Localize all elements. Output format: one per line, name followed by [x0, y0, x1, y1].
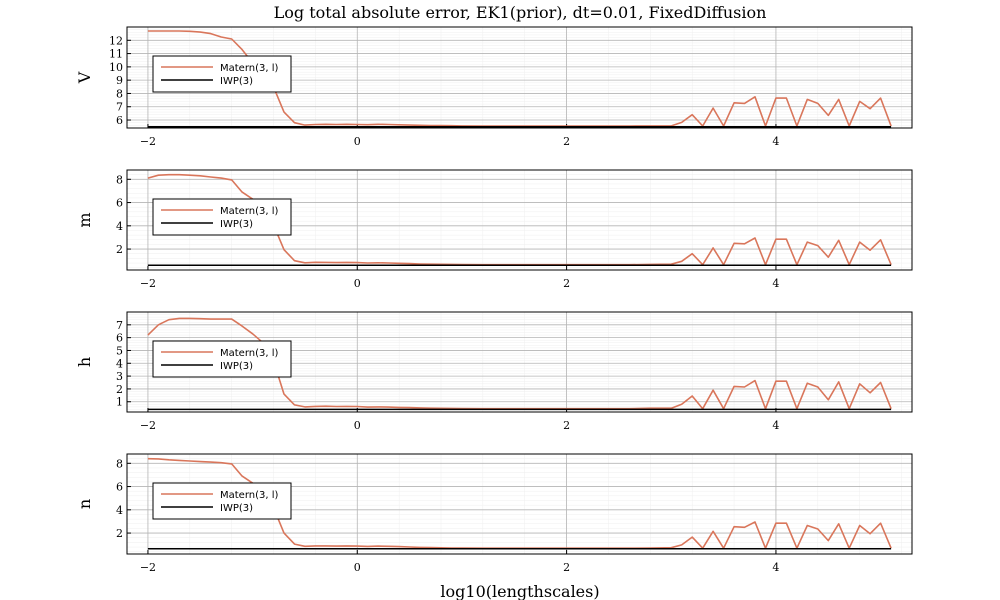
x-tick-label: −2: [140, 135, 156, 148]
plot-frame: [126, 453, 913, 555]
x-tick-label: −2: [140, 419, 156, 432]
legend: Matern(3, l) IWP(3): [152, 340, 292, 378]
y-tick-label: 4: [116, 504, 123, 517]
y-tick-label: 11: [109, 48, 123, 61]
x-tick-label: −2: [140, 277, 156, 290]
subplot-m: −2 0 2 4 2 4 6 8 m Matern(3, l) IWP(3): [75, 169, 913, 290]
series-line-matern: [147, 317, 892, 410]
x-tick-label: 2: [563, 135, 570, 148]
x-tick-label: 4: [772, 277, 779, 290]
x-tick-label: 0: [354, 561, 361, 574]
y-tick-label: 7: [116, 319, 123, 332]
figure-title: Log total absolute error, EK1(prior), dt…: [274, 3, 767, 22]
y-tick-label: 2: [116, 243, 123, 256]
y-tick-label: 4: [116, 220, 123, 233]
y-tick-label: 3: [116, 370, 123, 383]
legend-entry: Matern(3, l): [220, 490, 279, 501]
plot-frame: [126, 311, 913, 413]
y-tick-label: 4: [116, 357, 123, 370]
legend-entry: IWP(3): [220, 503, 253, 514]
plot-frame: [126, 26, 913, 129]
legend-entry: IWP(3): [220, 76, 253, 87]
x-tick-label: 2: [563, 277, 570, 290]
y-tick-label: 8: [116, 87, 123, 100]
x-tick-label: 4: [772, 561, 779, 574]
legend-box: [152, 198, 292, 236]
y-axis-label: m: [75, 212, 94, 227]
legend: Matern(3, l) IWP(3): [152, 482, 292, 520]
subplot-n: −2 0 2 4 2 4 6 8 n Matern(3, l) IWP(3): [75, 453, 913, 574]
y-tick-label: 6: [116, 332, 123, 345]
y-tick-label: 2: [116, 383, 123, 396]
y-axis-label: h: [75, 357, 94, 367]
y-tick-label: 6: [116, 197, 123, 210]
legend: Matern(3, l) IWP(3): [152, 198, 292, 236]
y-tick-label: 10: [109, 61, 123, 74]
y-tick-label: 9: [116, 74, 123, 87]
x-tick-label: −2: [140, 561, 156, 574]
x-tick-label: 0: [354, 135, 361, 148]
plot-frame: [126, 169, 913, 271]
legend-box: [152, 55, 292, 93]
legend-entry: IWP(3): [220, 361, 253, 372]
y-tick-label: 6: [116, 481, 123, 494]
legend-entry: Matern(3, l): [220, 63, 279, 74]
y-tick-label: 8: [116, 457, 123, 470]
y-tick-label: 5: [116, 344, 123, 357]
legend-box: [152, 482, 292, 520]
y-tick-label: 6: [116, 114, 123, 127]
legend-entry: IWP(3): [220, 219, 253, 230]
x-tick-label: 2: [563, 561, 570, 574]
y-tick-label: 12: [109, 34, 123, 47]
legend-entry: Matern(3, l): [220, 206, 279, 217]
y-axis-label: n: [75, 499, 94, 509]
legend-box: [152, 340, 292, 378]
x-tick-label: 4: [772, 135, 779, 148]
x-tick-label: 0: [354, 419, 361, 432]
x-axis-label: log10(lengthscales): [440, 582, 599, 600]
y-tick-label: 7: [116, 101, 123, 114]
y-tick-label: 1: [116, 396, 123, 409]
x-tick-label: 4: [772, 419, 779, 432]
legend: Matern(3, l) IWP(3): [152, 55, 292, 93]
y-axis-label: V: [75, 71, 94, 84]
legend-entry: Matern(3, l): [220, 348, 279, 359]
y-tick-label: 8: [116, 173, 123, 186]
y-tick-label: 2: [116, 527, 123, 540]
x-tick-label: 0: [354, 277, 361, 290]
x-tick-label: 2: [563, 419, 570, 432]
